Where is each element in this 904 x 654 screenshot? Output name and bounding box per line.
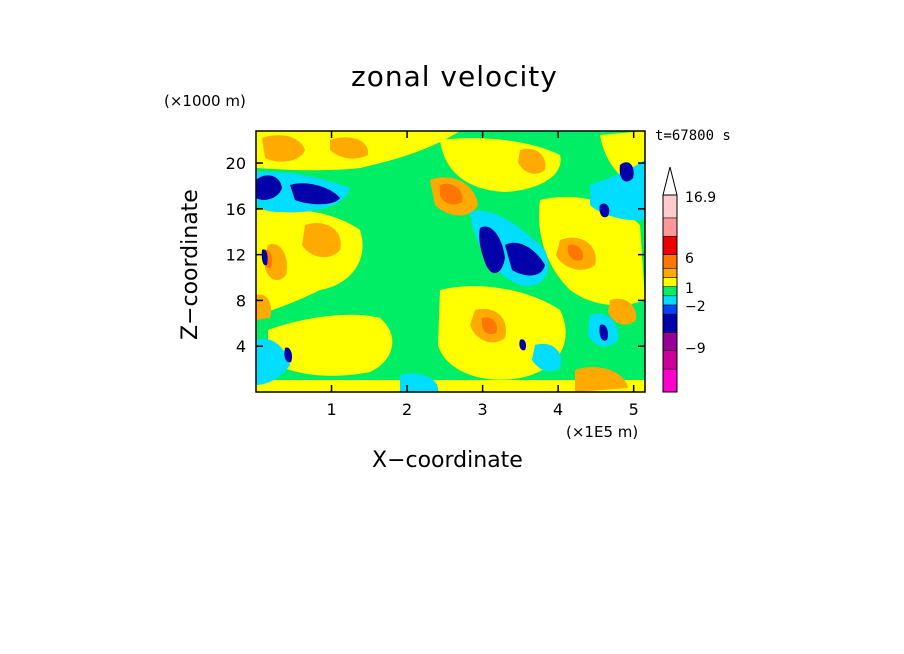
y-tick-label: 12	[226, 246, 246, 265]
colorbar-label: −2	[685, 299, 706, 315]
colorbar-swatch	[662, 368, 678, 393]
colorbar-extend-arrow	[662, 166, 678, 196]
colorbar-swatch	[662, 313, 678, 333]
colorbar-swatch	[662, 277, 678, 287]
contour-field	[256, 131, 645, 392]
y-tick-label: 16	[226, 200, 246, 219]
colorbar-swatch	[662, 332, 678, 352]
x-axis-label: X−coordinate	[372, 448, 523, 473]
y-tick-label: 4	[236, 337, 246, 356]
colorbar-swatch	[662, 217, 678, 237]
x-tick-label: 5	[629, 400, 639, 419]
colorbar-swatch	[662, 295, 678, 306]
colorbar-label: 1	[685, 281, 694, 297]
colorbar-swatch	[662, 286, 678, 297]
y-axis-unit: (×1000 m)	[164, 92, 246, 110]
colorbar-swatch	[662, 268, 678, 278]
y-tick-label: 20	[226, 154, 246, 173]
x-tick-label: 1	[326, 400, 336, 419]
x-axis-unit: (×1E5 m)	[566, 423, 639, 441]
colorbar-swatch	[662, 350, 678, 370]
colorbar-label: 16.9	[685, 190, 716, 206]
chart-title: zonal velocity	[351, 60, 558, 93]
colorbar-label: −9	[685, 341, 706, 357]
time-annotation: t=67800 s	[655, 128, 731, 144]
colorbar-label: 6	[685, 251, 694, 267]
colorbar-swatch	[662, 304, 678, 315]
plot-frame	[255, 130, 646, 393]
x-tick-label: 2	[402, 400, 412, 419]
y-axis-ticks: 4 8 12 16 20	[226, 154, 645, 356]
colorbar-swatch	[662, 235, 678, 255]
x-tick-label: 4	[553, 400, 563, 419]
x-axis-ticks: 1 2 3 4 5	[326, 131, 639, 419]
x-tick-label: 3	[478, 400, 488, 419]
colorbar: 16.9 6 1 −2 −9	[662, 166, 716, 393]
y-tick-label: 8	[236, 291, 246, 310]
colorbar-frame	[662, 194, 678, 393]
colorbar-swatch	[662, 194, 678, 219]
colorbar-swatch	[662, 254, 678, 269]
